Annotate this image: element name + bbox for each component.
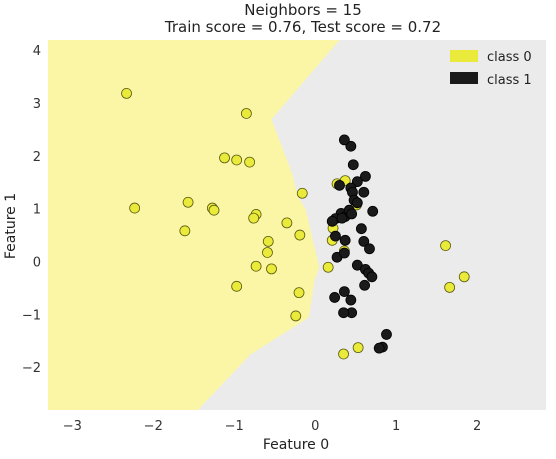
- chart-title-line-2: Train score = 0.76, Test score = 0.72: [164, 18, 441, 36]
- decision-region-class-0: [48, 40, 340, 410]
- x-tick-label: −1: [225, 419, 244, 434]
- point-class-1-15: [346, 208, 358, 220]
- x-axis-ticks: −3 −2 −1 0 1 2: [63, 419, 482, 434]
- point-class-1-18: [336, 212, 348, 224]
- chart-title-line-1: Neighbors = 15: [244, 1, 362, 19]
- y-axis-label: Feature 1: [3, 193, 19, 259]
- y-tick-label: 3: [33, 97, 41, 112]
- point-class-0-2: [219, 152, 230, 164]
- point-class-0-28: [290, 310, 302, 322]
- point-class-1-30: [359, 279, 371, 291]
- point-class-1-36: [381, 329, 392, 340]
- point-class-0-5: [296, 187, 308, 199]
- point-class-1-33: [329, 292, 341, 303]
- point-class-1-6: [334, 179, 345, 191]
- point-class-0-18: [294, 229, 306, 241]
- legend: class 0 class 1: [450, 50, 532, 88]
- point-class-1-0: [345, 140, 357, 152]
- legend-swatch-class-0: [450, 50, 478, 62]
- x-tick-label: 1: [392, 419, 400, 434]
- point-class-1-23: [364, 243, 375, 255]
- x-tick-label: −3: [63, 419, 82, 434]
- point-class-1-29: [366, 271, 378, 283]
- x-axis-label: Feature 0: [263, 437, 329, 453]
- point-class-1-3: [360, 170, 371, 182]
- plot-area: [48, 40, 546, 410]
- x-tick-label: 0: [311, 419, 319, 434]
- point-class-0-25: [322, 261, 334, 273]
- point-class-0-0: [121, 87, 132, 99]
- x-tick-label: −2: [144, 419, 163, 434]
- point-class-0-26: [231, 280, 243, 292]
- point-class-0-20: [262, 235, 274, 247]
- point-class-1-1: [338, 134, 350, 146]
- point-class-0-32: [352, 342, 364, 354]
- scatter-points: [121, 87, 470, 360]
- point-class-1-35: [338, 307, 349, 319]
- point-class-1-20: [330, 230, 341, 242]
- y-tick-label: 2: [33, 150, 41, 165]
- point-class-0-31: [444, 281, 456, 293]
- point-class-1-19: [355, 223, 367, 235]
- point-class-0-17: [179, 225, 191, 237]
- point-class-1-25: [338, 247, 350, 259]
- point-class-0-30: [458, 271, 470, 283]
- point-class-0-1: [240, 108, 252, 119]
- y-axis-ticks: −2 −1 0 1 2 3 4: [22, 44, 41, 376]
- point-class-1-31: [338, 286, 350, 298]
- point-class-0-29: [440, 240, 451, 252]
- y-tick-label: 4: [33, 44, 41, 59]
- point-class-1-22: [358, 235, 370, 247]
- point-class-1-11: [367, 205, 379, 217]
- y-tick-label: −2: [22, 361, 41, 376]
- point-class-0-12: [208, 204, 220, 216]
- y-tick-label: 0: [33, 256, 41, 271]
- point-class-0-15: [281, 217, 293, 229]
- point-class-0-9: [129, 202, 141, 214]
- legend-label-class-0: class 0: [487, 50, 532, 65]
- point-class-1-17: [326, 215, 338, 227]
- point-class-1-38: [373, 342, 385, 354]
- legend-swatch-class-1: [450, 72, 478, 84]
- point-class-0-33: [338, 348, 349, 360]
- point-class-0-23: [250, 260, 262, 272]
- point-class-0-24: [266, 263, 277, 275]
- point-class-1-4: [351, 176, 363, 188]
- point-class-1-5: [358, 186, 370, 198]
- point-class-1-21: [339, 234, 351, 246]
- point-class-1-2: [347, 159, 359, 171]
- point-class-0-27: [293, 287, 305, 299]
- point-class-1-32: [345, 294, 357, 306]
- point-class-0-4: [244, 156, 256, 168]
- point-class-1-10: [351, 197, 363, 209]
- point-class-0-22: [262, 247, 273, 258]
- x-tick-label: 2: [473, 419, 481, 434]
- y-tick-label: 1: [33, 203, 41, 218]
- legend-label-class-1: class 1: [487, 73, 532, 88]
- y-tick-label: −1: [22, 308, 41, 323]
- point-class-0-10: [182, 196, 194, 208]
- point-class-0-3: [231, 154, 243, 166]
- point-class-0-14: [248, 212, 260, 224]
